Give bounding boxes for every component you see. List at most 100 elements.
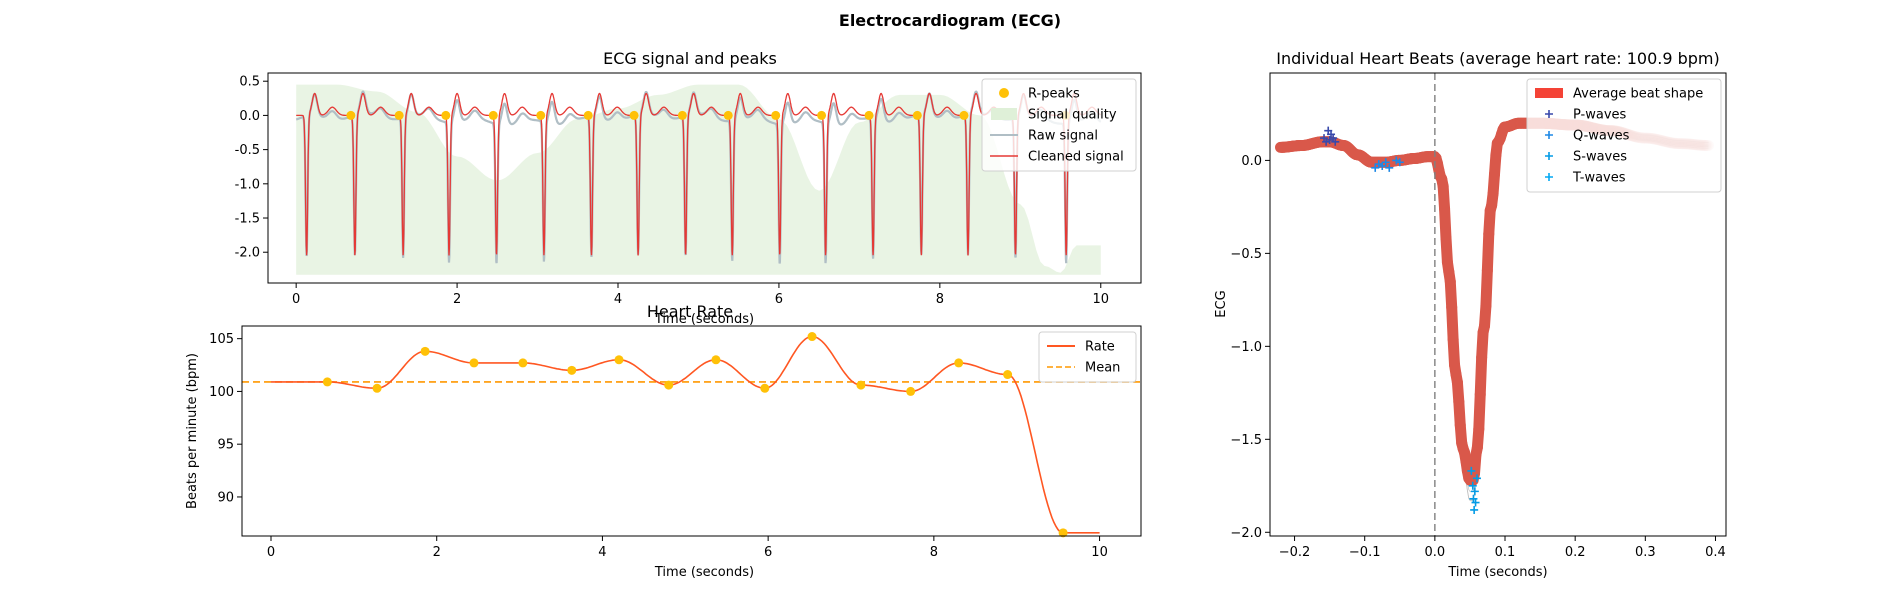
rate-peak-point: [322, 377, 332, 387]
heart-beats-x-tick-label: 0.1: [1495, 545, 1516, 560]
ecg-signal-x-tick-label: 8: [936, 292, 944, 307]
rate-peak-point: [518, 358, 528, 368]
s-wave-marker: [1472, 474, 1481, 483]
heart-beats-y-tick-label: 0.0: [1241, 154, 1262, 169]
heart-rate-x-tick-label: 8: [930, 545, 938, 560]
q-wave-marker: [1378, 161, 1387, 170]
heart-beats-legend-label: P-waves: [1573, 108, 1627, 123]
average-beat-segment: [1473, 388, 1486, 435]
ecg-signal-panel: ECG signal and peaks 0 2 4 6 8 10 0.5 0.0 -0.5 -1…: [235, 49, 1142, 327]
rate-peak-point: [372, 383, 382, 393]
q-wave-marker: [1392, 156, 1401, 165]
heart-beats-y-tick-label: −1.5: [1230, 433, 1262, 448]
r-peak-point: [346, 110, 356, 120]
heart-beats-title: Individual Heart Beats (average heart ra…: [1276, 49, 1720, 68]
r-peak-point: [394, 110, 404, 120]
r-peak-point: [817, 110, 827, 120]
legend-p-waves-marker: [1545, 110, 1553, 118]
average-beat-segment: [1474, 351, 1488, 400]
heart-rate-legend-label: Mean: [1085, 361, 1120, 376]
rate-peak-point: [614, 355, 624, 365]
heart-rate-y-tick-label: 90: [217, 490, 234, 505]
heart-beats-legend: [1526, 78, 1722, 193]
q-wave-marker: [1385, 163, 1394, 172]
heart-rate-y-tick-label: 95: [217, 438, 234, 453]
r-peak-point: [912, 110, 922, 120]
heart-beats-y-label: ECG: [1214, 290, 1229, 317]
p-wave-marker: [1325, 135, 1334, 144]
r-peak-point: [536, 110, 546, 120]
s-wave-marker: [1467, 466, 1476, 475]
heart-rate-title: Heart Rate: [647, 302, 733, 321]
ecg-signal-y-tick-label: -1.0: [235, 177, 260, 192]
r-peak-point: [771, 110, 781, 120]
heart-rate-y-tick-label: 100: [209, 385, 234, 400]
rate-peak-point: [807, 332, 817, 342]
heart-beats-x-tick-label: 0.3: [1635, 545, 1656, 560]
heart-beats-x-tick-label: 0.2: [1565, 545, 1586, 560]
rate-peak-point: [1003, 370, 1013, 380]
rate-peak-point: [469, 358, 479, 368]
heart-beats-legend-label: T-waves: [1572, 171, 1626, 186]
heart-beats-legend-label: Average beat shape: [1573, 87, 1703, 102]
legend-t-waves-marker: [1545, 173, 1553, 181]
rate-line: [271, 335, 1100, 534]
q-wave-marker: [1374, 160, 1383, 169]
heart-rate-y-label: Beats per minute (bpm): [185, 353, 200, 509]
s-wave-marker: [1468, 481, 1477, 490]
ecg-signal-y-tick-label: -1.5: [235, 212, 260, 227]
heart-beats-legend-label: Q-waves: [1573, 129, 1630, 144]
heart-beats-y-tick-label: −1.0: [1230, 340, 1262, 355]
ecg-signal-legend-label: Cleaned signal: [1028, 150, 1124, 165]
rate-peak-point: [567, 365, 577, 375]
rate-peak-point: [760, 383, 770, 393]
legend-signal-quality-marker: [991, 108, 1017, 120]
r-peak-point: [677, 110, 687, 120]
r-peak-point: [583, 110, 593, 120]
cleaned-signal-line: [296, 92, 1101, 256]
ecg-signal-y-tick-label: -2.0: [235, 246, 260, 261]
ecg-signal-x-tick-label: 6: [775, 292, 783, 307]
rate-peak-point: [420, 346, 430, 356]
ecg-signal-x-tick-label: 4: [614, 292, 622, 307]
ecg-signal-legend: [981, 78, 1137, 172]
r-peak-point: [723, 110, 733, 120]
heart-beats-panel: Individual Heart Beats (average heart ra…: [1214, 49, 1727, 580]
heart-rate-x-tick-label: 4: [598, 545, 606, 560]
ecg-signal-legend-label: Signal quality: [1028, 108, 1117, 123]
heart-rate-x-tick-label: 2: [433, 545, 441, 560]
ecg-signal-x-tick-label: 0: [292, 292, 300, 307]
s-wave-marker: [1471, 498, 1480, 507]
average-beat-segment: [1481, 228, 1495, 276]
q-wave-marker: [1381, 158, 1390, 167]
heart-beats-y-tick-label: −0.5: [1230, 247, 1262, 262]
rate-peak-point: [954, 358, 964, 368]
r-peak-point: [959, 110, 969, 120]
ecg-signal-x-label: Time (seconds): [654, 312, 754, 327]
heart-beats-x-label: Time (seconds): [1447, 565, 1547, 580]
r-peak-point: [864, 110, 874, 120]
heart-rate-x-tick-label: 6: [764, 545, 772, 560]
ecg-signal-y-tick-label: -0.5: [235, 143, 260, 158]
heart-rate-legend: [1038, 331, 1137, 383]
ecg-signal-y-tick-label: 0.5: [239, 75, 260, 90]
heart-rate-y-tick-label: 105: [209, 332, 234, 347]
heart-rate-axes-frame: [241, 325, 1142, 537]
r-peak-point: [441, 110, 451, 120]
s-wave-marker: [1470, 487, 1479, 496]
heart-rate-x-label: Time (seconds): [654, 565, 754, 580]
ecg-signal-x-tick-label: 2: [453, 292, 461, 307]
r-peak-point: [488, 110, 498, 120]
heart-beats-legend-label: S-waves: [1573, 150, 1627, 165]
ecg-signal-axes-frame: [267, 72, 1142, 284]
heart-rate-x-tick-label: 10: [1091, 545, 1108, 560]
q-wave-marker: [1395, 158, 1404, 167]
ecg-signal-legend-label: R-peaks: [1028, 87, 1080, 102]
heart-beats-x-tick-label: 0.4: [1705, 545, 1726, 560]
ecg-signal-title: ECG signal and peaks: [603, 49, 777, 68]
heart-rate-x-tick-label: 0: [267, 545, 275, 560]
legend-average-beat-marker: [1535, 88, 1563, 98]
ecg-signal-y-tick-label: 0.0: [239, 109, 260, 124]
rate-peak-point: [1058, 528, 1068, 538]
